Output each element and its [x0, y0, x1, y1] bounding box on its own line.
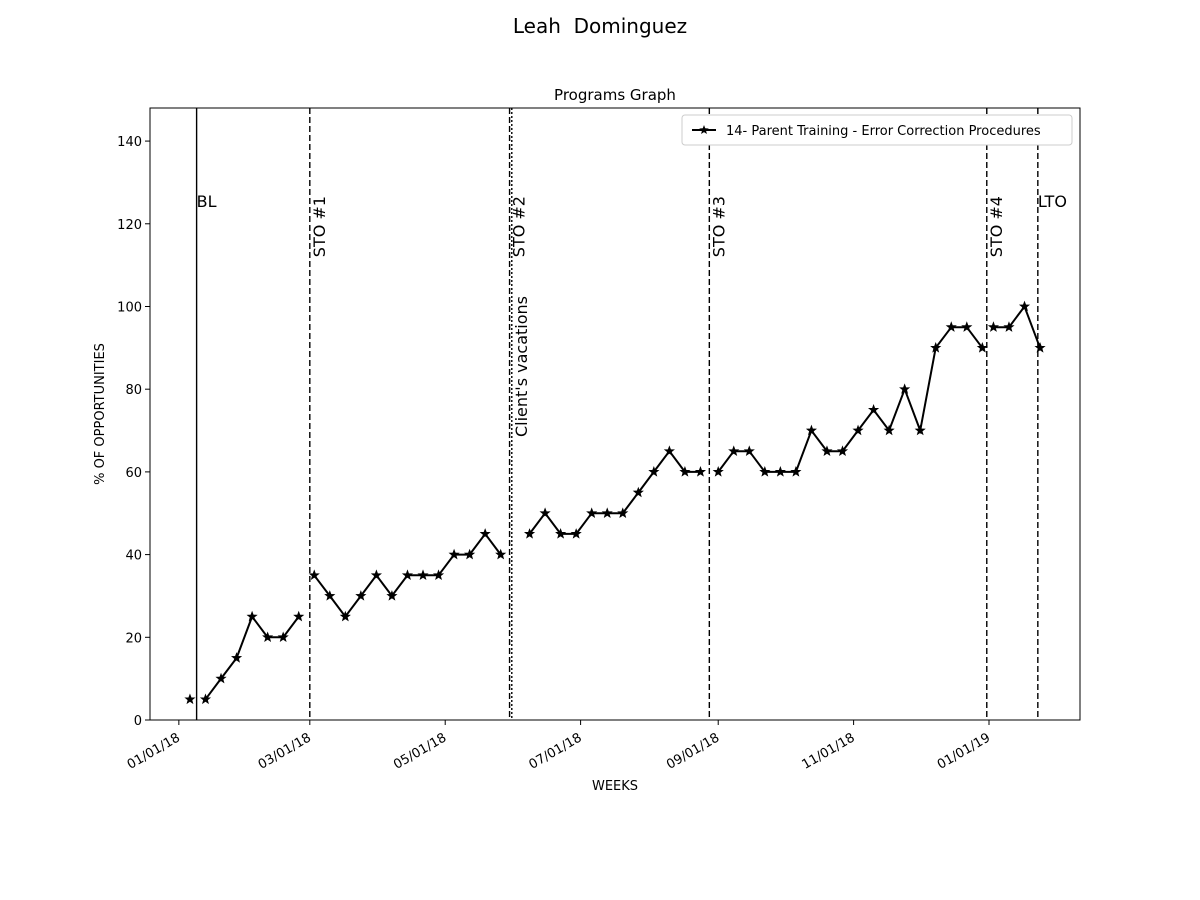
data-point-star — [479, 528, 491, 539]
data-point-star — [246, 610, 258, 622]
x-tick-label: 09/01/18 — [664, 730, 722, 772]
data-point-star — [914, 424, 926, 436]
y-tick-label: 120 — [117, 218, 142, 233]
data-point-star — [712, 466, 724, 477]
data-point-star — [448, 548, 460, 560]
data-point-star — [868, 403, 880, 415]
legend-star-marker — [699, 125, 709, 135]
series-line — [528, 449, 701, 535]
data-point-star — [987, 321, 1000, 332]
x-tick-label: 01/01/18 — [125, 730, 183, 772]
x-tick-label: 03/01/18 — [256, 730, 314, 772]
data-point-star — [464, 548, 476, 560]
legend-label: 14- Parent Training - Error Correction P… — [726, 124, 1041, 139]
data-point-star — [184, 693, 196, 705]
plot-area: 0 20 40 60 80 100 120 140 01/01/18 03/01/18 05/01/… — [117, 107, 1081, 773]
data-point-star — [976, 341, 988, 353]
data-point-star — [930, 341, 942, 353]
data-point-star — [694, 466, 707, 477]
data-point-star — [386, 590, 398, 601]
data-point-star — [495, 548, 507, 560]
data-point-star — [728, 445, 740, 456]
phase-label: LTO — [1038, 192, 1067, 211]
data-point-star — [355, 590, 367, 601]
data-point-star — [293, 610, 305, 622]
data-point-star — [899, 383, 911, 394]
data-point-star — [215, 672, 227, 684]
data-point-star — [570, 528, 582, 539]
data-point-star — [262, 631, 274, 643]
x-axis-label: WEEKS — [592, 779, 638, 794]
legend: 14- Parent Training - Error Correction P… — [681, 114, 1073, 146]
data-point-star — [417, 569, 429, 581]
phase-label: STO #4 — [987, 196, 1006, 257]
data-point-star — [759, 466, 771, 477]
y-tick-label: 100 — [117, 300, 142, 315]
data-point-star — [1034, 341, 1046, 353]
x-tick-label: 11/01/18 — [800, 730, 858, 772]
data-point-star — [945, 321, 957, 332]
x-tick-label: 05/01/18 — [391, 730, 449, 772]
data-point-star — [230, 652, 243, 663]
data-point-star — [617, 507, 629, 518]
data-point-star — [370, 569, 382, 581]
data-point-star — [632, 486, 644, 498]
data-point-star — [277, 631, 289, 643]
data-point-star — [1018, 300, 1031, 312]
data-point-star — [586, 507, 598, 518]
data-point-star — [199, 693, 212, 705]
phase-label: Client's vacations — [512, 296, 531, 437]
data-point-star — [836, 445, 849, 456]
y-tick-label: 60 — [125, 466, 142, 481]
x-tick-label: 07/01/18 — [527, 730, 585, 772]
y-tick-label: 20 — [125, 631, 142, 646]
data-point-star — [1003, 321, 1015, 332]
data-point-star — [339, 610, 351, 622]
data-point-star — [679, 466, 691, 477]
data-point-star — [601, 507, 613, 518]
phase-label: STO #2 — [510, 196, 529, 257]
phase-label: STO #3 — [709, 196, 728, 257]
data-point-star — [790, 466, 802, 477]
series-line — [717, 326, 984, 473]
y-tick-label: 80 — [125, 383, 142, 398]
phase-label: STO #1 — [310, 196, 329, 257]
data-point-star — [648, 466, 660, 477]
y-tick-label: 0 — [134, 714, 142, 729]
data-point-star — [539, 507, 551, 518]
data-point-star — [821, 445, 833, 456]
series-line — [993, 304, 1041, 349]
data-point-star — [555, 528, 567, 539]
data-point-star — [523, 528, 536, 539]
data-point-star — [805, 424, 818, 436]
figure-title: Leah Dominguez — [512, 14, 688, 38]
data-point-star — [432, 569, 445, 581]
y-axis-label: % OF OPPORTUNITIES — [93, 343, 108, 485]
data-point-star — [961, 321, 973, 332]
data-point-star — [743, 445, 755, 456]
data-point-star — [774, 466, 786, 477]
series-line — [204, 614, 300, 700]
plot-frame — [149, 107, 1081, 721]
data-point-star — [852, 424, 864, 436]
x-tick-label: 01/01/19 — [935, 730, 993, 772]
data-point-star — [324, 590, 336, 601]
y-tick-label: 140 — [117, 135, 142, 150]
legend-box — [681, 114, 1073, 146]
data-point-star — [883, 424, 895, 436]
data-point-star — [663, 445, 675, 456]
data-point-star — [308, 569, 320, 581]
chart-title: Programs Graph — [554, 86, 676, 104]
phase-label: BL — [197, 192, 217, 211]
y-tick-label: 40 — [125, 549, 142, 564]
data-point-star — [401, 569, 414, 581]
